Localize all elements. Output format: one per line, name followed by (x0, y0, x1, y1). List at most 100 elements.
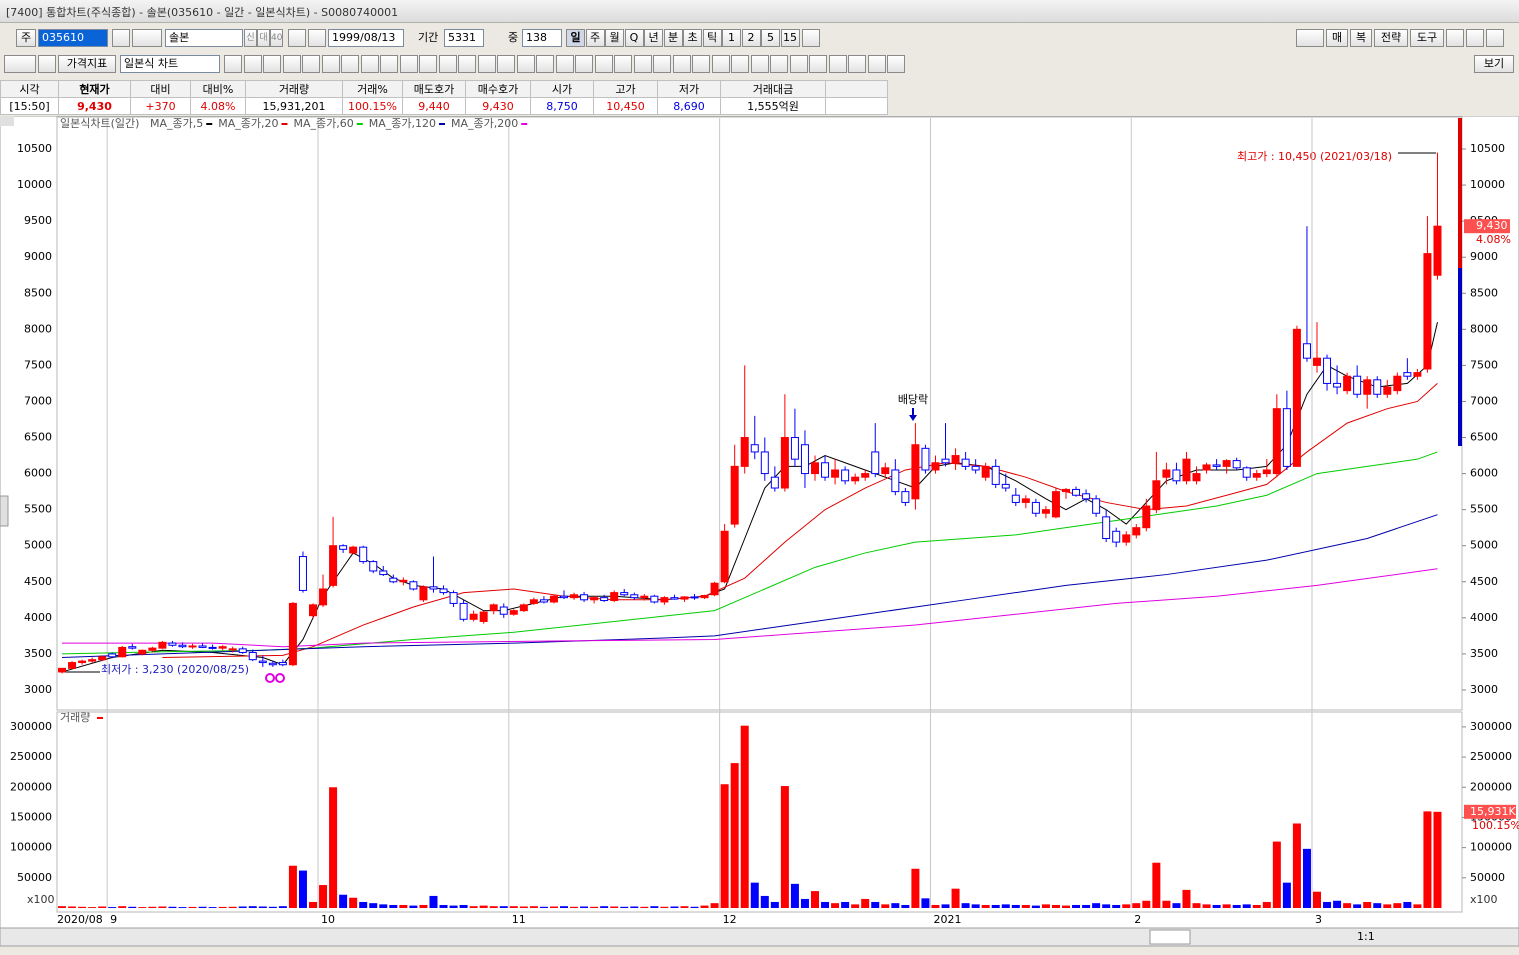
interval-button[interactable]: 년 (644, 29, 663, 47)
candle-body (1172, 469, 1181, 482)
right-button[interactable]: 복 (1350, 29, 1372, 47)
candle-body (1202, 464, 1211, 471)
prev-button[interactable] (308, 29, 326, 47)
sort-button[interactable] (132, 29, 162, 47)
tool-button[interactable] (750, 55, 769, 73)
volume-bar (1262, 901, 1271, 908)
candle-body (770, 476, 779, 489)
tool-button[interactable] (555, 55, 574, 73)
panel-arrows[interactable] (0, 116, 14, 126)
tool-button[interactable] (380, 55, 398, 73)
signal-marker (275, 673, 285, 683)
interval-button[interactable]: 월 (605, 29, 624, 47)
interval-button[interactable]: 분 (663, 29, 683, 47)
tool-button[interactable] (575, 55, 593, 73)
name-tag[interactable]: 대 (257, 29, 270, 47)
view-button[interactable]: 보기 (1474, 55, 1514, 73)
tool-button[interactable] (633, 55, 652, 73)
right-button[interactable]: 전략 (1374, 29, 1408, 47)
tool-button[interactable] (477, 55, 496, 73)
chart-background (0, 116, 1519, 929)
period-input[interactable]: 5331 (444, 29, 484, 47)
right-button[interactable]: 도구 (1410, 29, 1444, 47)
tool-button[interactable] (770, 55, 788, 73)
name-input[interactable]: 솔본 (165, 29, 243, 47)
scroll-thumb[interactable] (1149, 929, 1191, 945)
code-input[interactable]: 035610 (38, 29, 108, 47)
candle-body (309, 604, 317, 617)
unit-label: x100 (27, 893, 55, 906)
tool-button[interactable] (458, 55, 476, 73)
count-input[interactable]: 138 (522, 29, 562, 47)
interval-button[interactable]: 5 (761, 29, 780, 47)
tool-button[interactable] (360, 55, 379, 73)
tool-button[interactable] (536, 55, 554, 73)
quote-header: 저가 (657, 80, 721, 98)
next-button[interactable] (288, 29, 306, 47)
interval-button[interactable]: 15 (780, 29, 800, 47)
tool-button[interactable] (243, 55, 262, 73)
volume-bar (178, 907, 187, 908)
tool-button[interactable] (653, 55, 671, 73)
tool-button[interactable] (1466, 29, 1484, 47)
y-tick-label: 3500 (1470, 647, 1498, 660)
interval-button[interactable]: 1 (722, 29, 741, 47)
candle-body (529, 599, 538, 604)
tool-button[interactable] (438, 55, 457, 73)
scrollbar[interactable] (0, 927, 1519, 947)
tool-button[interactable] (594, 55, 613, 73)
tool-button[interactable] (614, 55, 632, 73)
tool-button[interactable] (887, 55, 905, 73)
tool-button[interactable] (867, 55, 886, 73)
tool-button[interactable] (848, 55, 866, 73)
tool-button[interactable] (692, 55, 710, 73)
side-handle[interactable] (0, 495, 9, 527)
tool-button[interactable] (419, 55, 437, 73)
tool-button[interactable] (1446, 29, 1464, 47)
interval-button[interactable]: 2 (741, 29, 761, 47)
date-input[interactable]: 1999/08/13 (328, 29, 404, 47)
name-tag[interactable]: 40 (270, 29, 283, 47)
tool-button[interactable] (672, 55, 691, 73)
candle-body (419, 586, 428, 601)
tool-button[interactable] (302, 55, 320, 73)
tool-button[interactable] (731, 55, 749, 73)
market-button[interactable]: 주 (16, 29, 36, 47)
y-tick-label: 250000 (10, 750, 52, 763)
tool-button[interactable] (516, 55, 535, 73)
chart-kind-select[interactable]: 일본식 차트 (120, 55, 220, 73)
indicator-button[interactable]: 가격지표 (58, 55, 116, 73)
tool-button[interactable] (321, 55, 340, 73)
interval-button[interactable]: 틱 (702, 29, 722, 47)
tool-button[interactable] (341, 55, 359, 73)
interval-button[interactable]: 주 (585, 29, 605, 47)
search-button[interactable] (112, 29, 130, 47)
arrow-button[interactable] (4, 55, 36, 73)
name-tag[interactable]: 신 (244, 29, 257, 47)
tool-button[interactable] (282, 55, 301, 73)
tool-button[interactable] (711, 55, 730, 73)
volume-bar (319, 885, 328, 908)
cloud-button[interactable] (1296, 29, 1324, 47)
interval-button[interactable]: Q (624, 29, 644, 47)
volume-bar (1142, 900, 1151, 908)
volume-bar (1192, 903, 1201, 908)
volume-bar (981, 904, 990, 908)
candle-body (258, 660, 267, 664)
tool-button[interactable] (399, 55, 418, 73)
tool-button[interactable] (224, 55, 242, 73)
interval-button[interactable]: 일 (566, 29, 585, 47)
x-tick-label: 10 (321, 913, 335, 926)
tool-button[interactable] (789, 55, 808, 73)
tool-button[interactable] (1486, 29, 1504, 47)
edit-button[interactable] (38, 55, 56, 73)
candle-body (359, 546, 368, 563)
tool-button[interactable] (497, 55, 515, 73)
right-button[interactable]: 매 (1326, 29, 1348, 47)
interval-button[interactable]: 초 (683, 29, 702, 47)
won-button[interactable] (802, 29, 820, 47)
tool-button[interactable] (263, 55, 281, 73)
tool-button[interactable] (828, 55, 847, 73)
volume-bar (78, 906, 87, 908)
tool-button[interactable] (809, 55, 827, 73)
